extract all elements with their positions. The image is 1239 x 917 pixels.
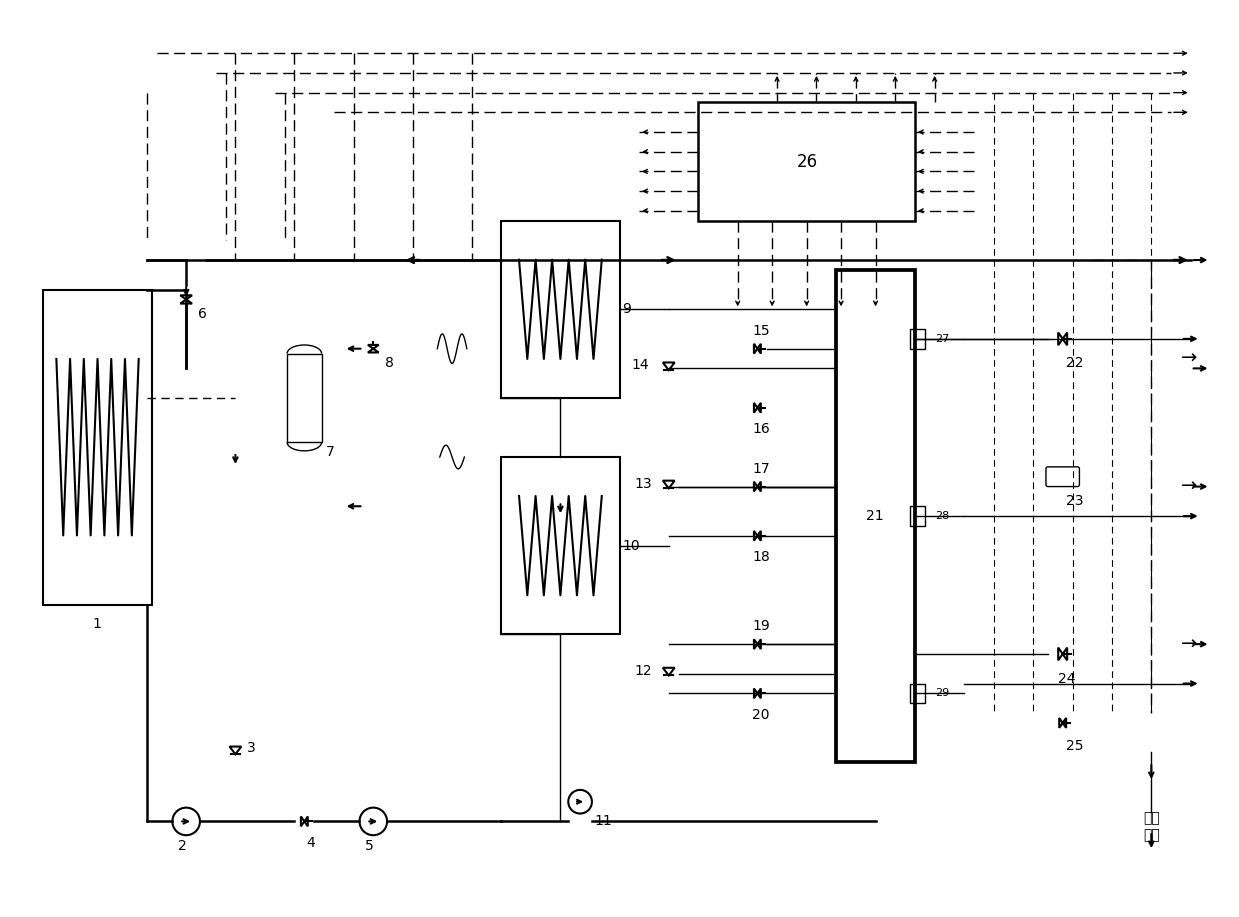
- Polygon shape: [755, 639, 757, 649]
- Text: 9: 9: [622, 303, 632, 316]
- Polygon shape: [1063, 718, 1066, 728]
- Polygon shape: [1059, 718, 1063, 728]
- Polygon shape: [180, 295, 192, 300]
- Text: 2: 2: [178, 839, 187, 853]
- Text: 11: 11: [595, 814, 612, 828]
- Polygon shape: [368, 345, 379, 348]
- Text: 10: 10: [622, 538, 641, 553]
- Text: 23: 23: [1066, 494, 1083, 508]
- Text: 冷水
流入: 冷水 流入: [1142, 812, 1160, 842]
- Bar: [909, 683, 924, 703]
- Polygon shape: [755, 403, 757, 413]
- Text: →: →: [1181, 635, 1197, 654]
- Text: 29: 29: [934, 689, 949, 699]
- Polygon shape: [1063, 333, 1067, 345]
- Text: →: →: [1181, 349, 1197, 368]
- Bar: [502, 457, 620, 635]
- Text: 14: 14: [632, 359, 649, 372]
- Text: 22: 22: [1066, 357, 1083, 370]
- Text: 17: 17: [752, 462, 771, 476]
- Polygon shape: [1058, 333, 1063, 345]
- Polygon shape: [757, 639, 761, 649]
- Polygon shape: [757, 481, 761, 492]
- Polygon shape: [757, 403, 761, 413]
- Text: 1: 1: [93, 617, 102, 632]
- Polygon shape: [755, 689, 757, 699]
- Text: 21: 21: [866, 509, 883, 523]
- Text: 8: 8: [385, 357, 394, 370]
- Text: 7: 7: [326, 445, 335, 459]
- Text: 27: 27: [934, 334, 949, 344]
- Text: 4: 4: [306, 836, 315, 850]
- Text: 15: 15: [752, 324, 771, 338]
- Bar: [699, 103, 914, 221]
- Text: →: →: [1181, 477, 1197, 496]
- Bar: [502, 221, 620, 398]
- Polygon shape: [1058, 647, 1063, 660]
- Text: 13: 13: [634, 477, 652, 491]
- Polygon shape: [757, 344, 761, 354]
- Polygon shape: [301, 816, 305, 826]
- Bar: [287, 354, 322, 442]
- Polygon shape: [755, 481, 757, 492]
- Polygon shape: [755, 344, 757, 354]
- Bar: [836, 270, 914, 762]
- Text: 12: 12: [634, 664, 652, 678]
- Text: 19: 19: [752, 619, 771, 634]
- Text: 18: 18: [752, 550, 771, 565]
- Polygon shape: [757, 689, 761, 699]
- Polygon shape: [1063, 647, 1067, 660]
- Text: 16: 16: [752, 423, 771, 436]
- Polygon shape: [305, 816, 307, 826]
- Text: 28: 28: [934, 511, 949, 521]
- Text: 20: 20: [752, 708, 769, 722]
- Bar: [43, 290, 151, 604]
- Polygon shape: [180, 300, 192, 304]
- Text: 24: 24: [1058, 671, 1075, 686]
- Bar: [909, 329, 924, 348]
- Text: 26: 26: [797, 152, 818, 171]
- Text: 6: 6: [198, 307, 207, 321]
- Polygon shape: [755, 531, 757, 541]
- Polygon shape: [368, 348, 379, 352]
- Text: 5: 5: [366, 839, 374, 853]
- Text: 25: 25: [1066, 738, 1083, 753]
- Bar: [909, 506, 924, 526]
- Text: 3: 3: [248, 741, 256, 755]
- Polygon shape: [757, 531, 761, 541]
